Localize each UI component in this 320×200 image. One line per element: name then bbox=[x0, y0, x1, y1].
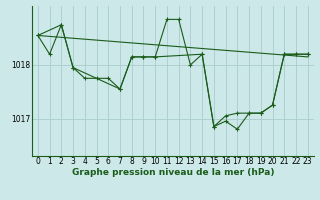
X-axis label: Graphe pression niveau de la mer (hPa): Graphe pression niveau de la mer (hPa) bbox=[72, 168, 274, 177]
